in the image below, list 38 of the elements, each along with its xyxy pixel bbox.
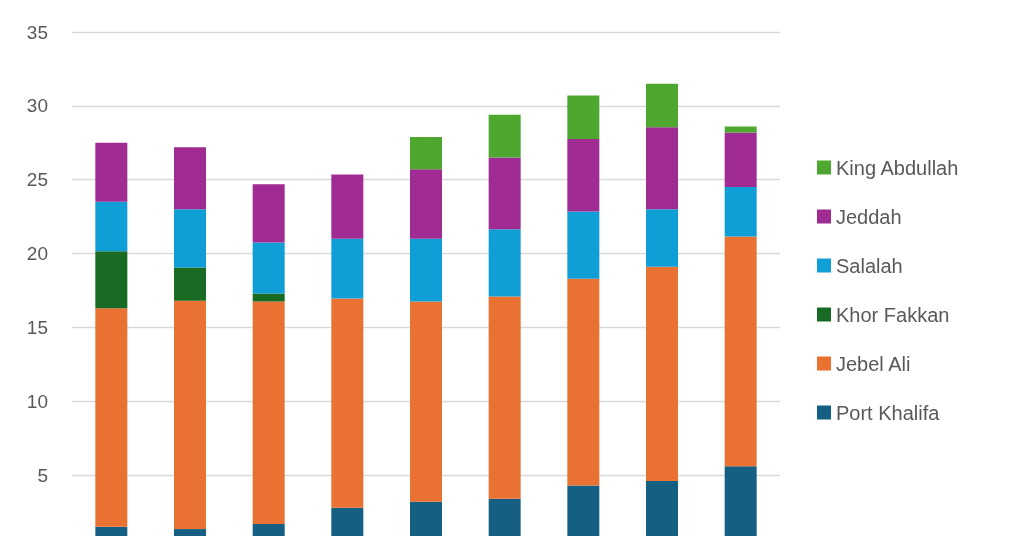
legend-label: Salalah: [836, 254, 903, 277]
bar: [331, 238, 364, 299]
y-tick-label: 20: [26, 243, 48, 265]
bar: [252, 242, 285, 294]
bar: [410, 136, 442, 170]
bar: [488, 229, 521, 297]
bar: [646, 83, 678, 128]
bar: [252, 184, 285, 243]
legend-label: Khor Fakkan: [836, 303, 950, 326]
bar: [567, 95, 600, 140]
bar: [410, 238, 442, 302]
bar: [95, 142, 128, 202]
legend-label: Jeddah: [836, 205, 902, 228]
legend-label: King Abdullah: [836, 156, 959, 179]
bar: [567, 139, 600, 212]
y-tick-label: 35: [26, 21, 48, 43]
bar: [724, 187, 757, 237]
bar: [488, 157, 521, 230]
y-tick-label: 25: [26, 169, 48, 191]
legend-label: Jebel Ali: [836, 352, 911, 375]
bar: [95, 201, 128, 252]
bar: [646, 209, 678, 267]
legend-label: Port Khalifa: [836, 401, 941, 424]
bar: [174, 209, 206, 268]
bar: [410, 169, 442, 239]
y-tick-label: 15: [26, 316, 48, 338]
bar: [724, 132, 757, 188]
bar: [252, 293, 285, 302]
bar: [174, 267, 206, 301]
bar: [331, 174, 364, 239]
y-tick-label: 30: [26, 95, 48, 117]
y-tick-label: 10: [26, 390, 48, 412]
bar: [646, 127, 678, 210]
bar: [488, 114, 521, 158]
y-tick-label: 5: [37, 464, 48, 486]
bar: [174, 147, 206, 210]
bar: [95, 251, 128, 309]
bar: [567, 211, 600, 279]
